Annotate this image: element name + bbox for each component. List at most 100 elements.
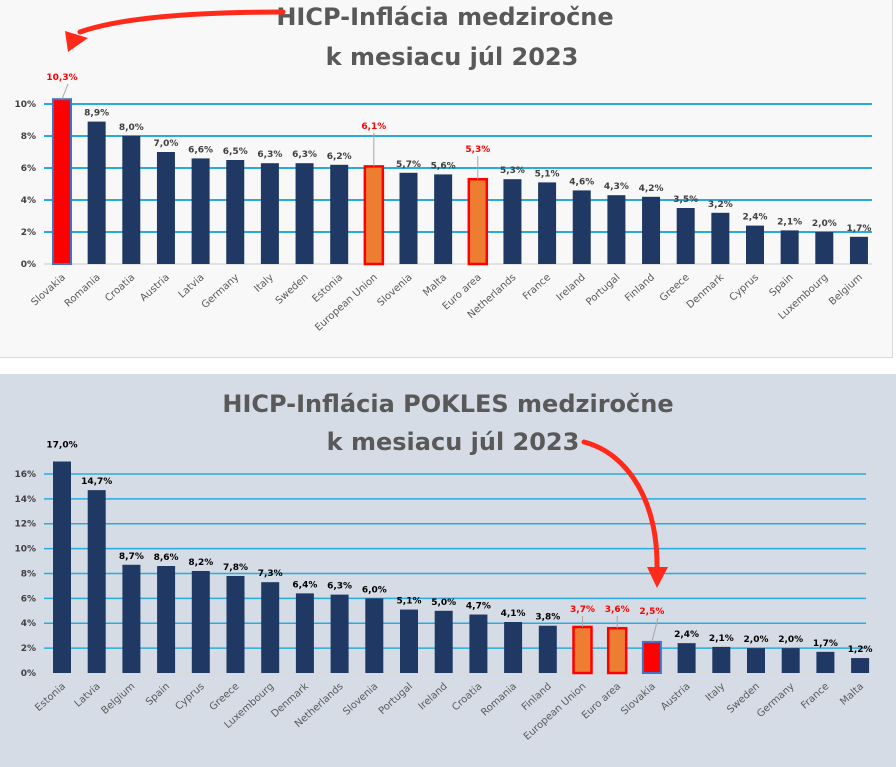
data-label: 7,3% bbox=[258, 569, 283, 579]
annotation-arrow bbox=[65, 9, 286, 52]
bar-luxembourg bbox=[815, 232, 834, 264]
bar-slovakia bbox=[52, 98, 72, 265]
y-tick-label: 10% bbox=[14, 100, 36, 110]
x-tick-label: Cyprus bbox=[728, 272, 761, 304]
data-label: 4,6% bbox=[569, 177, 594, 187]
x-tick-label: Slovenia bbox=[376, 272, 415, 309]
x-tick-label: Belgium bbox=[100, 681, 138, 717]
bar-france bbox=[538, 182, 557, 264]
data-label: 6,5% bbox=[223, 147, 248, 157]
chart-panel-inflation-decline: 0% 2% 4% 6% 8% 10% 12% 14% 16% 17,0% 14,7% 8,7% 8,6… bbox=[0, 374, 896, 767]
data-label: 5,3% bbox=[500, 166, 525, 176]
data-label: 6,6% bbox=[188, 145, 213, 155]
bar-sweden bbox=[747, 648, 765, 673]
data-label: 2,4% bbox=[743, 213, 768, 223]
data-label: 3,2% bbox=[708, 200, 733, 210]
bar-greece bbox=[676, 208, 695, 264]
data-label: 6,0% bbox=[362, 585, 387, 595]
x-tick-label: Italy bbox=[704, 681, 728, 704]
x-tick-label: Sweden bbox=[274, 272, 311, 307]
bar-denmark bbox=[295, 593, 314, 673]
y-tick-label: 8% bbox=[21, 132, 36, 142]
bar-germany bbox=[781, 648, 800, 673]
y-axis-ticks: 0% 2% 4% 6% 8% 10% 12% 14% 16% bbox=[14, 470, 36, 679]
x-tick-label: Ireland bbox=[555, 272, 588, 303]
data-label: 2,0% bbox=[744, 635, 769, 645]
y-tick-label: 16% bbox=[14, 470, 36, 480]
data-label: 7,8% bbox=[223, 563, 248, 573]
x-tick-label: Italy bbox=[252, 272, 276, 295]
data-label: 1,7% bbox=[846, 224, 871, 234]
x-tick-label: Germany bbox=[200, 272, 242, 311]
y-tick-label: 2% bbox=[21, 644, 36, 654]
bar-euro-area bbox=[606, 626, 628, 675]
data-label: 4,3% bbox=[604, 182, 629, 192]
data-label: 8,7% bbox=[119, 552, 144, 562]
y-tick-label: 0% bbox=[21, 669, 36, 679]
data-label: 5,0% bbox=[431, 598, 456, 608]
chart-title: HICP-Inflácia medziročne bbox=[276, 3, 613, 31]
bar-belgium bbox=[122, 564, 141, 673]
x-tick-label: Slovakia bbox=[619, 681, 658, 717]
x-tick-label: Estonia bbox=[33, 681, 68, 714]
x-tick-label: Estonia bbox=[310, 272, 345, 305]
data-label: 5,1% bbox=[535, 169, 560, 179]
bar-romania bbox=[504, 621, 523, 673]
x-tick-label: Greece bbox=[658, 272, 692, 304]
data-label: 4,2% bbox=[639, 184, 664, 194]
data-label: 2,0% bbox=[812, 219, 837, 229]
x-tick-label: Spain bbox=[144, 681, 172, 708]
data-label: 8,0% bbox=[119, 123, 144, 133]
y-tick-label: 8% bbox=[21, 569, 36, 579]
bar-malta bbox=[434, 174, 453, 264]
x-tick-label: Belgium bbox=[827, 272, 865, 308]
chart-subtitle: k mesiacu júl 2023 bbox=[326, 43, 579, 71]
x-tick-label: Cyprus bbox=[173, 681, 206, 713]
data-label: 8,9% bbox=[84, 109, 109, 119]
gridlines bbox=[44, 473, 866, 674]
bar-ireland bbox=[572, 190, 591, 264]
bar-netherlands bbox=[330, 594, 349, 673]
bars bbox=[52, 98, 868, 266]
bar-slovenia bbox=[399, 172, 418, 264]
data-label: 8,6% bbox=[154, 553, 179, 563]
x-tick-label: Finland bbox=[623, 272, 657, 304]
data-label: 17,0% bbox=[46, 441, 77, 451]
x-tick-label: Germany bbox=[755, 681, 797, 720]
x-tick-label: Austria bbox=[138, 272, 172, 304]
data-label: 8,2% bbox=[188, 558, 213, 568]
data-label: 3,8% bbox=[535, 613, 560, 623]
x-tick-label: France bbox=[799, 681, 831, 711]
data-label: 6,1% bbox=[361, 122, 386, 132]
data-label: 2,5% bbox=[639, 607, 664, 617]
arrow-shaft bbox=[77, 9, 286, 35]
bar-italy bbox=[712, 646, 731, 673]
data-label: 2,1% bbox=[777, 217, 802, 227]
data-label: 7,0% bbox=[153, 139, 178, 149]
bar-cyprus bbox=[746, 225, 764, 264]
data-label: 4,7% bbox=[466, 602, 491, 612]
data-label: 1,2% bbox=[848, 645, 873, 655]
x-tick-label: Portugal bbox=[377, 681, 415, 717]
y-tick-label: 2% bbox=[21, 228, 36, 238]
y-tick-label: 6% bbox=[21, 594, 36, 604]
data-label: 6,2% bbox=[327, 152, 352, 162]
bar-austria bbox=[156, 152, 175, 264]
bar-croatia bbox=[122, 136, 141, 264]
data-labels: 17,0% 14,7% 8,7% 8,6% 8,2% 7,8% 7,3% 6,4% 6,3% 6,… bbox=[46, 441, 872, 656]
bar-ireland bbox=[434, 610, 453, 673]
y-tick-label: 14% bbox=[14, 495, 36, 505]
x-tick-label: Latvia bbox=[73, 681, 103, 710]
y-tick-label: 12% bbox=[14, 520, 36, 530]
bar-croatia bbox=[469, 614, 488, 673]
chart-yoy-inflation: 0% 2% 4% 6% 8% 10% 10,3% 8,9% 8,0% 7,0% 6,6% 6,5% 6… bbox=[14, 3, 872, 334]
data-label: 6,3% bbox=[292, 150, 317, 160]
bar-euro-area bbox=[467, 177, 489, 266]
x-tick-label: Malta bbox=[838, 681, 866, 708]
x-tick-label: Malta bbox=[421, 272, 449, 299]
bar-netherlands bbox=[503, 179, 522, 264]
data-label: 2,1% bbox=[709, 634, 734, 644]
data-label: 5,3% bbox=[465, 145, 490, 155]
